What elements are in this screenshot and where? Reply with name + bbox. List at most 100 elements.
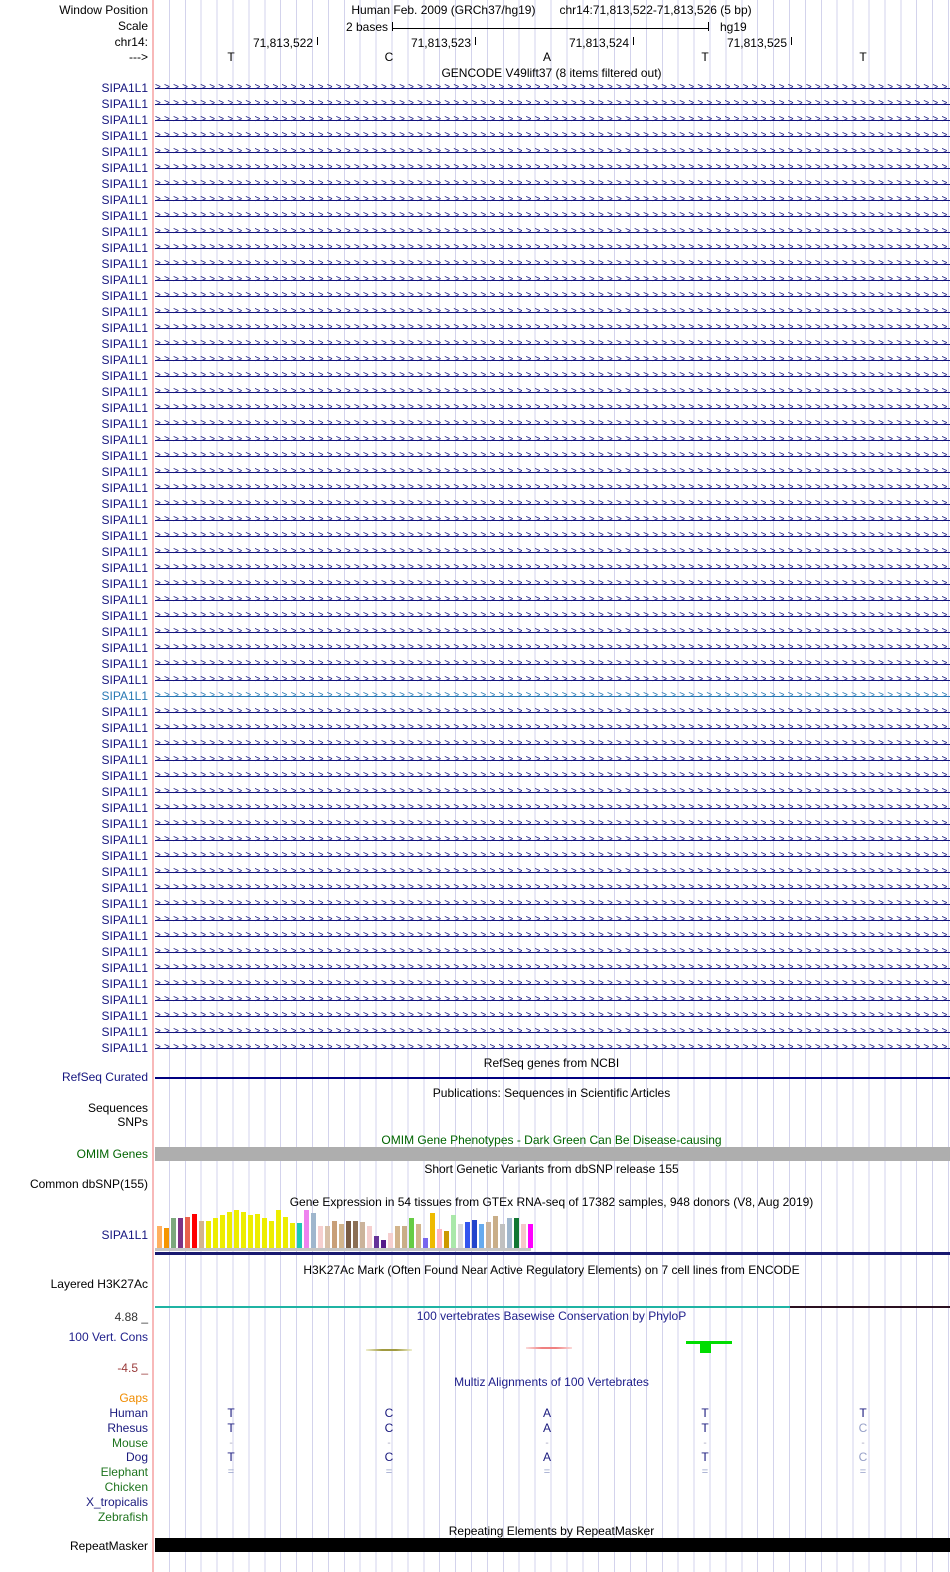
transcript-row[interactable]: SIPA1L1 >>>>>>>>>>>>>>>>>>>>>>>>>>>>>>>>>… bbox=[0, 256, 950, 272]
omim-track-title[interactable]: OMIM Gene Phenotypes - Dark Green Can Be… bbox=[381, 1133, 722, 1147]
transcript-label[interactable]: SIPA1L1 bbox=[101, 113, 148, 127]
gtex-expression-barchart[interactable] bbox=[155, 1208, 533, 1248]
gtex-bar[interactable] bbox=[486, 1222, 491, 1248]
transcript-row[interactable]: SIPA1L1 >>>>>>>>>>>>>>>>>>>>>>>>>>>>>>>>>… bbox=[0, 560, 950, 576]
transcript-row[interactable]: SIPA1L1 >>>>>>>>>>>>>>>>>>>>>>>>>>>>>>>>>… bbox=[0, 720, 950, 736]
gtex-bar[interactable] bbox=[311, 1213, 316, 1248]
gtex-bar[interactable] bbox=[381, 1240, 386, 1248]
gtex-bar[interactable] bbox=[318, 1226, 323, 1248]
transcript-row[interactable]: SIPA1L1 >>>>>>>>>>>>>>>>>>>>>>>>>>>>>>>>>… bbox=[0, 1008, 950, 1024]
multiz-species-label[interactable]: Chicken bbox=[104, 1480, 148, 1495]
gtex-bar[interactable] bbox=[206, 1221, 211, 1248]
gtex-bar[interactable] bbox=[325, 1226, 330, 1248]
transcript-label[interactable]: SIPA1L1 bbox=[101, 961, 148, 975]
gtex-bar[interactable] bbox=[255, 1214, 260, 1248]
h3k27ac-signal-line-dark[interactable] bbox=[790, 1306, 950, 1308]
gtex-bar[interactable] bbox=[262, 1218, 267, 1248]
gtex-bar[interactable] bbox=[437, 1229, 442, 1248]
gtex-bar[interactable] bbox=[353, 1221, 358, 1248]
transcript-label[interactable]: SIPA1L1 bbox=[101, 673, 148, 687]
transcript-row[interactable]: SIPA1L1 >>>>>>>>>>>>>>>>>>>>>>>>>>>>>>>>>… bbox=[0, 736, 950, 752]
phylop-mark-A[interactable] bbox=[526, 1347, 572, 1349]
gtex-track-title[interactable]: Gene Expression in 54 tissues from GTEx … bbox=[289, 1195, 814, 1209]
gtex-bar[interactable] bbox=[241, 1212, 246, 1248]
gtex-bar[interactable] bbox=[374, 1236, 379, 1248]
transcript-row[interactable]: SIPA1L1 >>>>>>>>>>>>>>>>>>>>>>>>>>>>>>>>>… bbox=[0, 864, 950, 880]
multiz-track-title[interactable]: Multiz Alignments of 100 Vertebrates bbox=[454, 1375, 649, 1389]
transcript-label[interactable]: SIPA1L1 bbox=[101, 497, 148, 511]
transcript-label[interactable]: SIPA1L1 bbox=[101, 465, 148, 479]
transcript-row[interactable]: SIPA1L1 >>>>>>>>>>>>>>>>>>>>>>>>>>>>>>>>>… bbox=[0, 784, 950, 800]
transcript-row[interactable]: SIPA1L1 >>>>>>>>>>>>>>>>>>>>>>>>>>>>>>>>>… bbox=[0, 544, 950, 560]
transcript-label[interactable]: SIPA1L1 bbox=[101, 321, 148, 335]
transcript-row[interactable]: SIPA1L1 >>>>>>>>>>>>>>>>>>>>>>>>>>>>>>>>>… bbox=[0, 528, 950, 544]
transcript-label[interactable]: SIPA1L1 bbox=[101, 529, 148, 543]
transcript-row[interactable]: SIPA1L1 >>>>>>>>>>>>>>>>>>>>>>>>>>>>>>>>>… bbox=[0, 432, 950, 448]
gtex-bar[interactable] bbox=[514, 1218, 519, 1248]
phylop-track-title[interactable]: 100 vertebrates Basewise Conservation by… bbox=[416, 1309, 687, 1323]
transcript-label[interactable]: SIPA1L1 bbox=[101, 289, 148, 303]
transcript-label[interactable]: SIPA1L1 bbox=[101, 161, 148, 175]
transcript-label[interactable]: SIPA1L1 bbox=[101, 865, 148, 879]
transcript-row[interactable]: SIPA1L1 >>>>>>>>>>>>>>>>>>>>>>>>>>>>>>>>>… bbox=[0, 848, 950, 864]
transcript-row[interactable]: SIPA1L1 >>>>>>>>>>>>>>>>>>>>>>>>>>>>>>>>>… bbox=[0, 384, 950, 400]
transcript-label[interactable]: SIPA1L1 bbox=[101, 897, 148, 911]
transcript-row[interactable]: SIPA1L1 >>>>>>>>>>>>>>>>>>>>>>>>>>>>>>>>>… bbox=[0, 768, 950, 784]
transcript-label[interactable]: SIPA1L1 bbox=[101, 385, 148, 399]
transcript-label[interactable]: SIPA1L1 bbox=[101, 801, 148, 815]
transcript-label[interactable]: SIPA1L1 bbox=[101, 193, 148, 207]
transcript-label[interactable]: SIPA1L1 bbox=[101, 513, 148, 527]
gtex-bar[interactable] bbox=[416, 1224, 421, 1248]
gencode-track-title[interactable]: GENCODE V49lift37 (8 items filtered out) bbox=[441, 66, 662, 80]
transcript-label[interactable]: SIPA1L1 bbox=[101, 577, 148, 591]
dbsnp-track-title[interactable]: Short Genetic Variants from dbSNP releas… bbox=[424, 1162, 679, 1176]
transcript-label[interactable]: SIPA1L1 bbox=[101, 449, 148, 463]
h3k27ac-track-title[interactable]: H3K27Ac Mark (Often Found Near Active Re… bbox=[303, 1263, 800, 1277]
gtex-bar[interactable] bbox=[472, 1220, 477, 1248]
transcript-row[interactable]: SIPA1L1 >>>>>>>>>>>>>>>>>>>>>>>>>>>>>>>>>… bbox=[0, 368, 950, 384]
transcript-row[interactable]: SIPA1L1 >>>>>>>>>>>>>>>>>>>>>>>>>>>>>>>>>… bbox=[0, 320, 950, 336]
transcript-label[interactable]: SIPA1L1 bbox=[101, 737, 148, 751]
multiz-species-label[interactable]: Mouse bbox=[111, 1435, 148, 1450]
transcript-row[interactable]: SIPA1L1 >>>>>>>>>>>>>>>>>>>>>>>>>>>>>>>>>… bbox=[0, 112, 950, 128]
omim-gene-bar[interactable] bbox=[155, 1147, 950, 1161]
gtex-bar[interactable] bbox=[220, 1215, 225, 1248]
gtex-bar[interactable] bbox=[297, 1223, 302, 1248]
transcript-row[interactable]: SIPA1L1 >>>>>>>>>>>>>>>>>>>>>>>>>>>>>>>>>… bbox=[0, 800, 950, 816]
transcript-row[interactable]: SIPA1L1 >>>>>>>>>>>>>>>>>>>>>>>>>>>>>>>>>… bbox=[0, 576, 950, 592]
omim-genes-label[interactable]: OMIM Genes bbox=[76, 1147, 148, 1161]
transcript-label[interactable]: SIPA1L1 bbox=[101, 81, 148, 95]
gtex-bar[interactable] bbox=[409, 1218, 414, 1248]
multiz-species-label[interactable]: Gaps bbox=[119, 1391, 148, 1405]
gtex-bar[interactable] bbox=[234, 1210, 239, 1248]
gtex-bar[interactable] bbox=[346, 1221, 351, 1248]
transcript-row[interactable]: SIPA1L1 >>>>>>>>>>>>>>>>>>>>>>>>>>>>>>>>>… bbox=[0, 304, 950, 320]
repeatmasker-track-title[interactable]: Repeating Elements by RepeatMasker bbox=[448, 1524, 655, 1538]
transcript-label[interactable]: SIPA1L1 bbox=[101, 145, 148, 159]
transcript-label[interactable]: SIPA1L1 bbox=[101, 1025, 148, 1039]
transcript-label[interactable]: SIPA1L1 bbox=[101, 129, 148, 143]
gtex-bar[interactable] bbox=[388, 1233, 393, 1248]
h3k27ac-signal-line-teal[interactable] bbox=[155, 1306, 790, 1308]
phylop-mark-C[interactable] bbox=[366, 1349, 412, 1351]
transcript-label[interactable]: SIPA1L1 bbox=[101, 177, 148, 191]
transcript-label[interactable]: SIPA1L1 bbox=[101, 369, 148, 383]
gtex-bar[interactable] bbox=[451, 1215, 456, 1248]
gtex-bar[interactable] bbox=[528, 1224, 533, 1248]
gtex-bar[interactable] bbox=[493, 1216, 498, 1248]
gtex-bar[interactable] bbox=[360, 1222, 365, 1248]
gtex-bar[interactable] bbox=[304, 1210, 309, 1248]
multiz-species-label[interactable]: Dog bbox=[125, 1450, 148, 1465]
transcript-row[interactable]: SIPA1L1 >>>>>>>>>>>>>>>>>>>>>>>>>>>>>>>>>… bbox=[0, 144, 950, 160]
gtex-bar[interactable] bbox=[290, 1223, 295, 1248]
transcript-row[interactable]: SIPA1L1 >>>>>>>>>>>>>>>>>>>>>>>>>>>>>>>>>… bbox=[0, 464, 950, 480]
transcript-row[interactable]: SIPA1L1 >>>>>>>>>>>>>>>>>>>>>>>>>>>>>>>>>… bbox=[0, 288, 950, 304]
transcript-row[interactable]: SIPA1L1 >>>>>>>>>>>>>>>>>>>>>>>>>>>>>>>>>… bbox=[0, 480, 950, 496]
transcript-label[interactable]: SIPA1L1 bbox=[101, 833, 148, 847]
transcript-label[interactable]: SIPA1L1 bbox=[101, 993, 148, 1007]
transcript-row[interactable]: SIPA1L1 >>>>>>>>>>>>>>>>>>>>>>>>>>>>>>>>>… bbox=[0, 592, 950, 608]
gtex-bar[interactable] bbox=[465, 1222, 470, 1248]
transcript-label[interactable]: SIPA1L1 bbox=[101, 433, 148, 447]
transcript-row[interactable]: SIPA1L1 >>>>>>>>>>>>>>>>>>>>>>>>>>>>>>>>>… bbox=[0, 512, 950, 528]
transcript-label[interactable]: SIPA1L1 bbox=[101, 481, 148, 495]
